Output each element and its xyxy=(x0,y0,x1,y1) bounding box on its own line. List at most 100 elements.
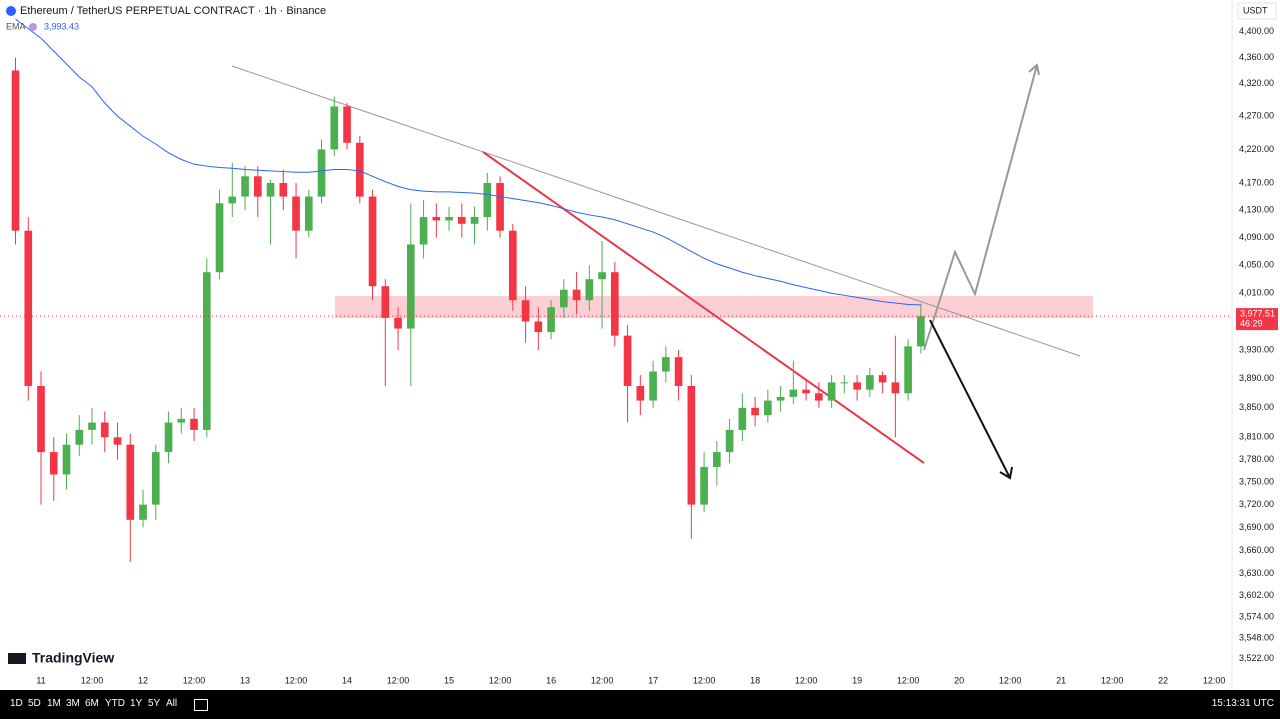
x-tick-label: 16 xyxy=(546,675,556,685)
candle-body xyxy=(662,357,670,372)
candle-body xyxy=(674,357,683,387)
x-tick-label: 12:00 xyxy=(387,675,410,685)
candle-body xyxy=(636,386,645,401)
y-tick-label: 4,010.00 xyxy=(1239,288,1274,298)
y-tick-label: 4,360.00 xyxy=(1239,52,1274,62)
range-button[interactable]: 1D xyxy=(10,698,23,709)
candle-body xyxy=(483,183,492,217)
clock: 15:13:31 UTC xyxy=(1211,698,1274,709)
y-tick-label: 4,090.00 xyxy=(1239,232,1274,242)
candle-body xyxy=(725,429,734,453)
y-tick-label: 4,170.00 xyxy=(1239,177,1274,187)
x-tick-label: 19 xyxy=(852,675,862,685)
x-tick-label: 21 xyxy=(1056,675,1066,685)
candle-body xyxy=(611,272,619,336)
candle-body xyxy=(151,452,160,505)
candle-body xyxy=(62,444,71,475)
candle-body xyxy=(202,272,211,430)
y-tick-label: 3,522.00 xyxy=(1239,653,1274,663)
y-tick-label: 4,270.00 xyxy=(1239,111,1274,121)
plot xyxy=(0,18,1232,562)
range-button[interactable]: All xyxy=(166,698,178,709)
currency-button[interactable] xyxy=(1237,2,1277,20)
y-tick-label: 3,850.00 xyxy=(1239,402,1274,412)
candle-body xyxy=(113,437,122,445)
candle-body xyxy=(687,386,696,505)
candle-body xyxy=(394,317,402,329)
candle-body xyxy=(75,429,84,445)
range-button[interactable]: 1M xyxy=(47,698,61,709)
x-tick-label: 12:00 xyxy=(1203,675,1226,685)
x-tick-label: 14 xyxy=(342,675,352,685)
candle-body xyxy=(840,382,849,384)
candle-body xyxy=(866,375,874,390)
x-tick-label: 11 xyxy=(36,675,45,685)
y-tick-label: 3,930.00 xyxy=(1239,344,1274,354)
candle-body xyxy=(49,452,58,475)
y-tick-label: 3,574.00 xyxy=(1239,612,1274,622)
x-tick-label: 12:00 xyxy=(81,675,104,685)
y-tick-label: 3,750.00 xyxy=(1239,476,1274,486)
currency[interactable]: USDT xyxy=(1243,5,1268,15)
candle-body xyxy=(776,396,785,401)
range-button[interactable]: YTD xyxy=(105,698,125,709)
candle-body xyxy=(547,307,555,333)
candle-body xyxy=(917,316,925,347)
candle-body xyxy=(24,230,33,387)
y-tick-label: 3,690.00 xyxy=(1239,522,1274,532)
projection-up xyxy=(923,64,1038,351)
y-tick-label: 3,720.00 xyxy=(1239,499,1274,509)
arrow-head xyxy=(1028,63,1040,76)
candle-body xyxy=(343,106,351,143)
range-button[interactable]: 6M xyxy=(85,698,99,709)
candle-body xyxy=(253,176,262,197)
x-tick-label: 12:00 xyxy=(183,675,206,685)
chart-title: Ethereum / TetherUS PERPETUAL CONTRACT ·… xyxy=(20,5,326,17)
range-button[interactable]: 5Y xyxy=(148,698,161,709)
candle-body xyxy=(508,230,517,301)
ema-line xyxy=(15,18,921,306)
range-button[interactable]: 1Y xyxy=(130,698,143,709)
candle-body xyxy=(266,183,275,197)
x-tick-label: 12:00 xyxy=(999,675,1022,685)
y-tick-label: 3,602.00 xyxy=(1239,590,1274,600)
candle-body xyxy=(355,142,364,197)
candle-body xyxy=(317,149,326,197)
candle-body xyxy=(368,196,377,287)
y-tick-label: 3,630.00 xyxy=(1239,568,1274,578)
candle-body xyxy=(713,452,721,468)
arrow-head xyxy=(999,466,1013,480)
candle-body xyxy=(304,196,313,231)
range-button[interactable]: 3M xyxy=(66,698,80,709)
candle-body xyxy=(891,382,900,394)
candle-body xyxy=(802,389,810,394)
candle-body xyxy=(177,418,186,423)
y-tick-label: 4,400.00 xyxy=(1239,26,1274,36)
candle-body xyxy=(228,196,237,204)
chart: Ethereum / TetherUS PERPETUAL CONTRACT ·… xyxy=(0,0,1280,690)
candle-body xyxy=(827,382,836,401)
x-tick-label: 12:00 xyxy=(285,675,308,685)
candle-body xyxy=(751,407,759,416)
logo-icon xyxy=(8,653,26,664)
candle-body xyxy=(432,216,441,221)
candle-body xyxy=(738,407,747,430)
x-tick-label: 20 xyxy=(954,675,964,685)
projection-down xyxy=(929,319,1011,479)
toolbar: 1D 5D 1M 3M 6M YTD 1Y 5Y All 15:13:31 UT… xyxy=(0,690,1280,719)
candle-body xyxy=(406,244,415,329)
candle-body xyxy=(496,183,504,231)
x-tick-label: 12 xyxy=(138,675,148,685)
trend-line xyxy=(231,65,1081,357)
candle-body xyxy=(853,382,861,390)
candle-body xyxy=(764,400,772,416)
candle-body xyxy=(139,504,147,520)
candle-body xyxy=(700,467,708,505)
candle-body xyxy=(292,196,300,231)
candle-body xyxy=(789,389,798,397)
indicator-value: 3,993.43 xyxy=(44,21,79,31)
calendar-button[interactable] xyxy=(194,699,208,711)
x-tick-label: 17 xyxy=(648,675,658,685)
range-button[interactable]: 5D xyxy=(28,698,41,709)
